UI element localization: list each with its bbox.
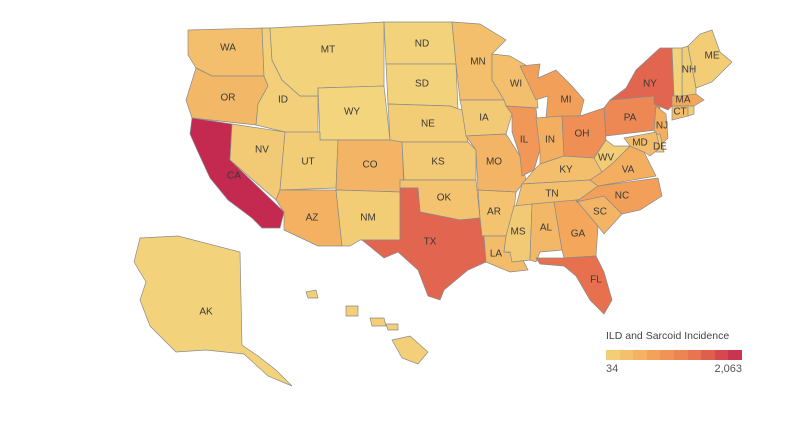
state-label-ak: AK <box>199 307 213 318</box>
state-label-pa: PA <box>624 113 637 124</box>
state-hi[interactable] <box>391 335 429 365</box>
legend-swatch <box>660 350 674 360</box>
state-mo[interactable] <box>465 133 527 193</box>
state-nc[interactable] <box>575 177 663 215</box>
state-label-ky: KY <box>559 165 573 176</box>
legend-min-label: 34 <box>606 363 619 375</box>
state-label-il: IL <box>520 135 529 146</box>
legend: ILD and Sarcoid Incidence 34 2,063 <box>606 330 742 375</box>
legend-max-label: 2,063 <box>714 363 742 375</box>
state-label-wy: WY <box>344 107 360 118</box>
state-label-ok: OK <box>437 193 452 204</box>
legend-swatch <box>633 350 647 360</box>
legend-swatch <box>646 350 661 360</box>
state-label-id: ID <box>278 95 288 106</box>
state-label-mn: MN <box>470 57 486 68</box>
state-tx[interactable] <box>361 187 487 301</box>
state-label-mi: MI <box>560 95 571 106</box>
state-label-ct: CT <box>673 107 686 118</box>
state-label-va: VA <box>622 165 635 176</box>
state-label-wa: WA <box>220 43 236 54</box>
legend-swatch <box>673 350 688 360</box>
legend-color-bar <box>606 350 742 360</box>
state-hi[interactable] <box>385 323 399 331</box>
legend-swatch <box>606 350 620 360</box>
legend-swatch <box>701 350 715 360</box>
state-label-de: DE <box>653 142 667 153</box>
state-label-ga: GA <box>571 229 586 240</box>
state-label-mt: MT <box>321 45 335 56</box>
state-label-ut: UT <box>301 157 314 168</box>
state-wv[interactable] <box>593 139 631 173</box>
state-ri[interactable] <box>687 105 695 117</box>
legend-title: ILD and Sarcoid Incidence <box>606 330 730 342</box>
state-label-ks: KS <box>431 157 445 168</box>
state-label-tx: TX <box>424 237 437 248</box>
state-label-in: IN <box>545 135 555 146</box>
state-label-sd: SD <box>415 79 429 90</box>
state-label-fl: FL <box>590 275 602 286</box>
state-label-ca: CA <box>227 171 241 182</box>
state-label-nv: NV <box>255 145 269 156</box>
state-label-ny: NY <box>643 79 657 90</box>
legend-swatch <box>728 350 742 360</box>
state-label-sc: SC <box>593 207 607 218</box>
legend-swatch <box>687 350 702 360</box>
state-md[interactable] <box>623 131 661 157</box>
state-label-ne: NE <box>421 119 435 130</box>
state-label-az: AZ <box>306 213 319 224</box>
state-label-nj: NJ <box>656 121 668 132</box>
state-label-nh: NH <box>682 65 696 76</box>
state-label-nc: NC <box>615 191 629 202</box>
state-label-al: AL <box>540 223 553 234</box>
state-label-wi: WI <box>510 79 522 90</box>
state-label-nd: ND <box>415 39 429 50</box>
state-fl[interactable] <box>535 255 613 315</box>
state-label-oh: OH <box>575 129 590 140</box>
state-label-tn: TN <box>545 189 558 200</box>
state-vt[interactable] <box>671 47 683 97</box>
state-hi[interactable] <box>305 289 319 299</box>
state-ks[interactable] <box>401 141 477 181</box>
state-label-wv: WV <box>598 153 614 164</box>
state-label-ar: AR <box>487 207 501 218</box>
state-me[interactable] <box>687 29 733 89</box>
state-ak[interactable] <box>133 235 293 387</box>
state-label-or: OR <box>221 93 236 104</box>
state-label-nm: NM <box>360 213 376 224</box>
state-label-co: CO <box>363 160 378 171</box>
legend-swatch <box>714 350 729 360</box>
state-mt[interactable] <box>269 21 385 97</box>
state-hi[interactable] <box>345 305 359 317</box>
state-label-la: LA <box>490 249 503 260</box>
legend-swatch <box>619 350 634 360</box>
state-label-ia: IA <box>479 113 489 124</box>
state-label-ma: MA <box>676 95 691 106</box>
state-label-mo: MO <box>486 157 502 168</box>
state-hi[interactable] <box>369 317 387 327</box>
state-label-ms: MS <box>511 227 526 238</box>
state-label-md: MD <box>632 138 648 149</box>
state-label-me: ME <box>705 51 720 62</box>
